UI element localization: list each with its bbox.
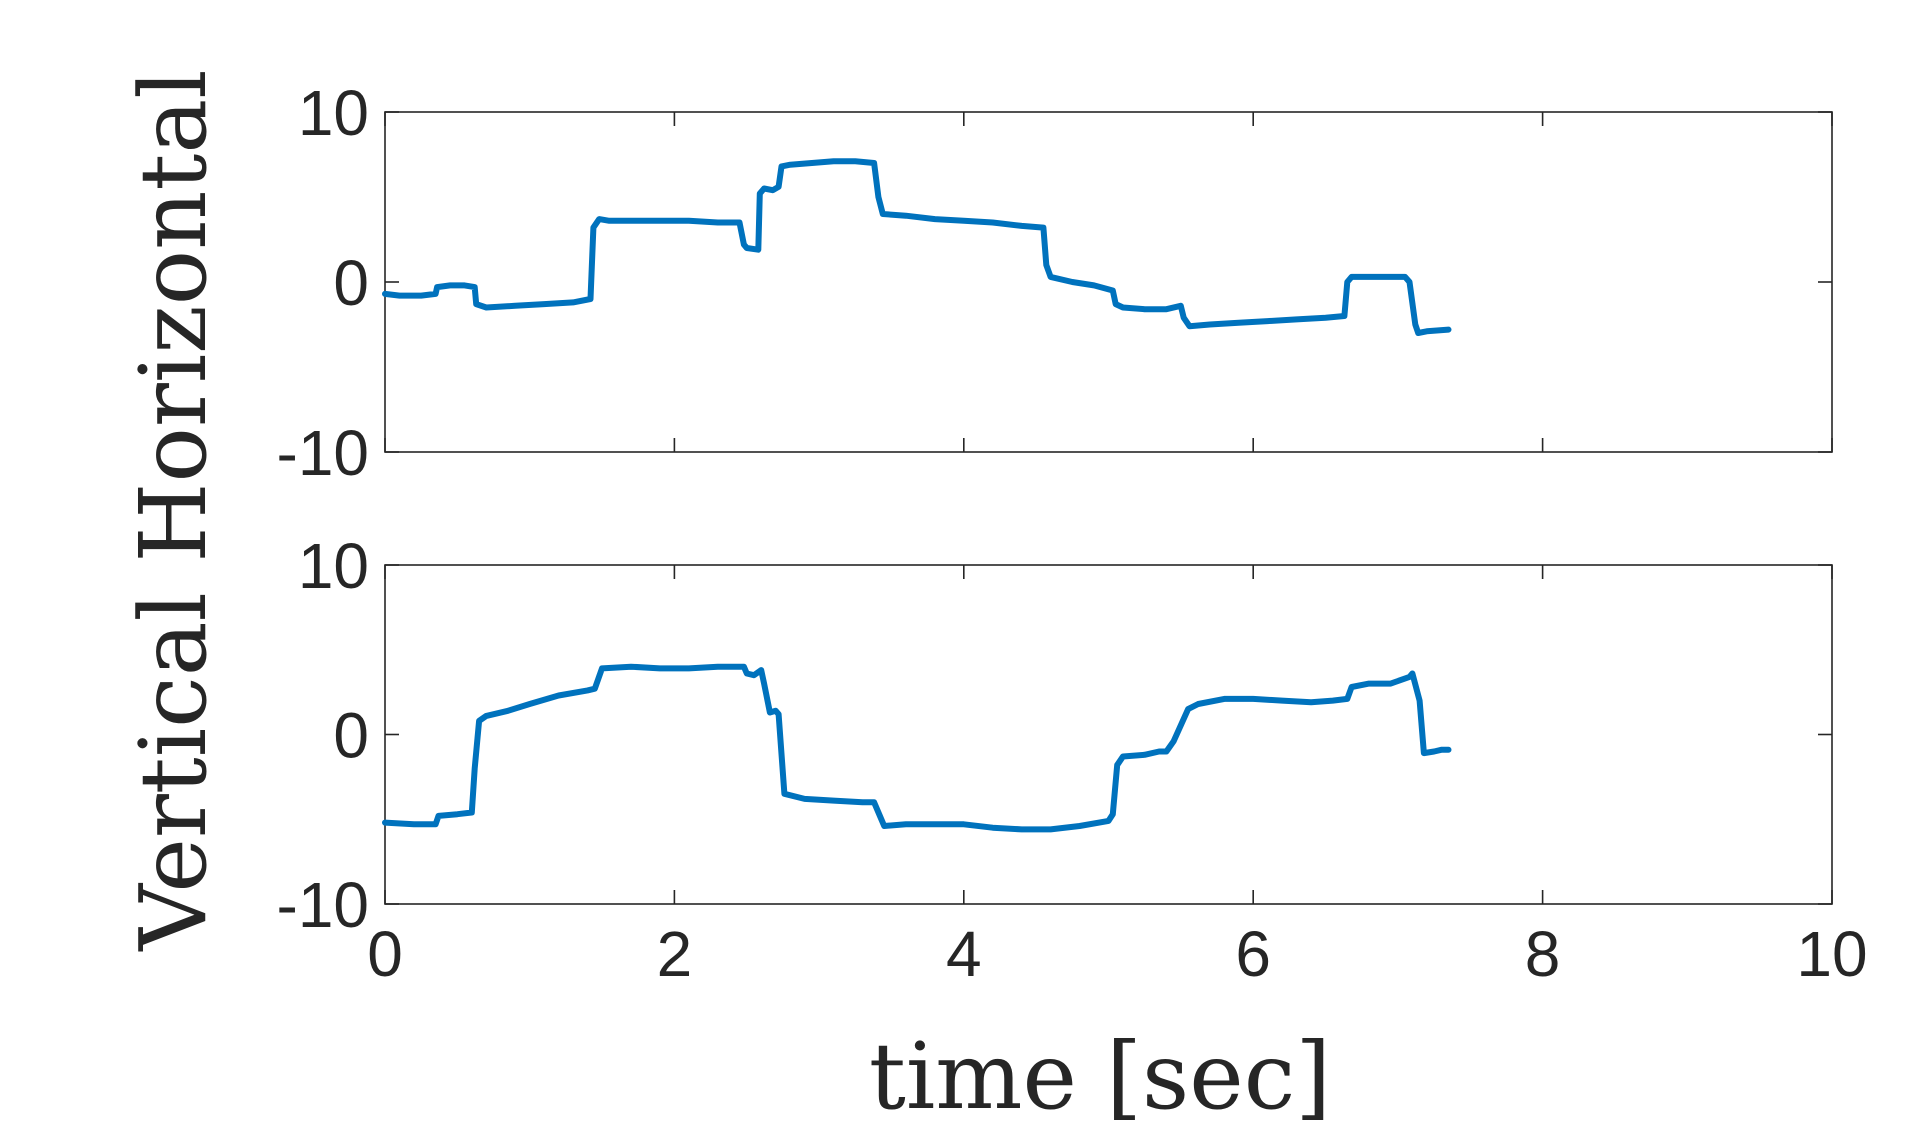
x-tick-label: 10 — [1796, 918, 1867, 990]
y-tick-labels: -10 0 10 — [277, 77, 370, 489]
y-tick-label: 0 — [333, 700, 369, 772]
x-tick-labels: 0 2 4 6 8 10 — [367, 918, 1867, 990]
y-tick-labels: -10 0 10 — [277, 530, 370, 941]
y-ticks — [385, 111, 1832, 453]
x-tick-label: 4 — [946, 918, 982, 990]
subplot-horizontal: -10 0 10 — [277, 77, 1833, 489]
x-axis-title: time [sec] — [869, 1023, 1331, 1124]
x-tick-label: 6 — [1235, 918, 1271, 990]
y-tick-label: 0 — [333, 247, 369, 319]
series-line — [382, 158, 1452, 336]
y-tick-label: 10 — [298, 530, 369, 602]
y-ticks — [385, 564, 1832, 905]
x-tick-label: 8 — [1525, 918, 1561, 990]
y-tick-label: -10 — [277, 869, 370, 941]
y-tick-label: 10 — [298, 77, 369, 149]
x-tick-label: 0 — [367, 918, 403, 990]
x-ticks — [384, 565, 1833, 904]
y-axis-title: Vertical Horizontal — [120, 69, 227, 951]
x-tick-label: 2 — [657, 918, 693, 990]
y-axis-title-horizontal: Horizontal — [120, 69, 227, 562]
y-tick-label: -10 — [277, 417, 370, 489]
x-ticks — [384, 112, 1833, 452]
series-line — [382, 663, 1452, 833]
y-axis-title-gap — [120, 563, 227, 592]
y-axis-title-vertical: Vertical — [120, 592, 227, 952]
